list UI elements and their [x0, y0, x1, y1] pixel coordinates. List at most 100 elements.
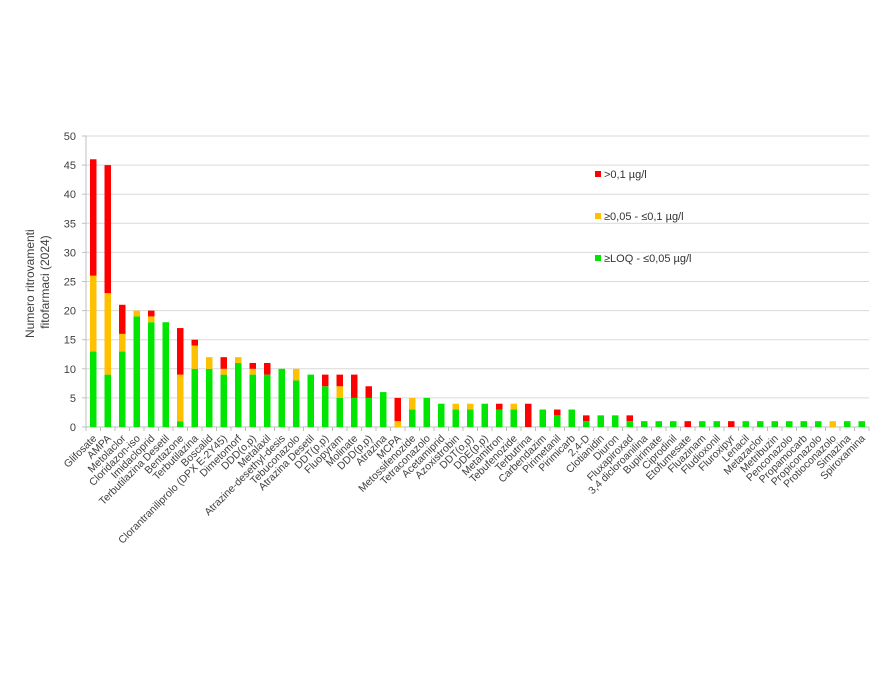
bar-segment — [409, 397, 416, 410]
bar-stack — [510, 403, 517, 427]
bar-stack — [583, 415, 590, 427]
bar-segment — [452, 403, 459, 410]
bar-segment — [829, 421, 836, 427]
bar-segment — [119, 351, 126, 427]
bar-segment — [858, 421, 865, 427]
y-tick-label: 35 — [64, 218, 76, 230]
legend-item: >0,1 µg/l — [595, 169, 647, 181]
bar-stack — [351, 374, 358, 427]
bar-stack — [177, 328, 184, 427]
bar-segment — [597, 415, 604, 427]
bar-segment — [278, 368, 285, 427]
bar-stack — [699, 421, 706, 427]
bar-stack — [365, 386, 372, 427]
bar-segment — [742, 421, 749, 427]
bar-segment — [844, 421, 851, 427]
bar-segment — [177, 421, 184, 427]
bar-stack — [293, 368, 300, 427]
bar-stack — [612, 415, 619, 427]
bar-stack — [771, 421, 778, 427]
bar-stack — [322, 374, 329, 427]
bar-segment — [380, 392, 387, 427]
bar-segment — [220, 374, 227, 427]
legend-swatch — [595, 255, 601, 261]
bar-stack — [800, 421, 807, 427]
bar-stack — [336, 374, 343, 427]
bar-segment — [641, 421, 648, 427]
bar-stack — [148, 310, 155, 427]
bar-segment — [220, 368, 227, 375]
gridlines — [86, 135, 869, 399]
bar-segment — [815, 421, 822, 427]
bar-segment — [757, 421, 764, 427]
bar-segment — [539, 409, 546, 427]
bar-stack — [713, 421, 720, 427]
bar-segment — [655, 421, 662, 427]
bar-segment — [191, 368, 198, 427]
bar-stack — [641, 421, 648, 427]
bar-stack — [380, 392, 387, 427]
bar-stack — [742, 421, 749, 427]
y-axis-ticks: 0 5 10 15 20 25 30 35 40 45 50 — [64, 131, 86, 434]
bar-segment — [612, 415, 619, 427]
bar-stack — [467, 403, 474, 427]
bar-stack — [786, 421, 793, 427]
bar-stack — [133, 310, 140, 427]
bar-segment — [133, 310, 140, 317]
bar-segment — [90, 275, 97, 352]
bar-segment — [119, 304, 126, 334]
bar-stack — [90, 159, 97, 427]
bar-segment — [351, 397, 358, 427]
bar-stack — [220, 357, 227, 427]
bar-segment — [90, 351, 97, 427]
bar-segment — [771, 421, 778, 427]
bar-stack — [104, 165, 111, 427]
bar-stack — [307, 374, 314, 427]
bar-segment — [365, 397, 372, 427]
bar-segment — [191, 339, 198, 346]
bar-segment — [235, 357, 242, 363]
bar-segment — [104, 165, 111, 294]
y-tick-label: 10 — [64, 364, 76, 376]
bar-segment — [206, 368, 213, 427]
bar-segment — [90, 159, 97, 276]
bar-segment — [351, 374, 358, 398]
bar-segment — [191, 345, 198, 369]
bar-segment — [438, 403, 445, 427]
x-axis-labels: GlifosateAMPAMetolaclorCloridazon-isoImi… — [62, 432, 868, 546]
bar-stack — [409, 397, 416, 427]
bar-segment — [365, 386, 372, 398]
bar-segment — [467, 409, 474, 427]
bar-stack — [539, 409, 546, 427]
bar-stack — [249, 362, 256, 427]
bar-stack — [162, 322, 169, 427]
bar-segment — [307, 374, 314, 427]
legend-label: >0,1 µg/l — [604, 169, 647, 181]
bar-segment — [684, 421, 691, 427]
y-tick-label: 25 — [64, 277, 76, 289]
bar-segment — [786, 421, 793, 427]
bar-stack — [829, 421, 836, 427]
y-tick-label: 45 — [64, 160, 76, 172]
bar-segment — [249, 362, 256, 369]
bar-segment — [496, 403, 503, 410]
bar-segment — [409, 409, 416, 427]
bar-segment — [293, 380, 300, 427]
y-tick-label: 40 — [64, 189, 76, 201]
bar-stack — [858, 421, 865, 427]
bar-segment — [148, 310, 155, 317]
bar-segment — [510, 409, 517, 427]
bars — [90, 159, 865, 427]
bar-stack — [655, 421, 662, 427]
legend-swatch — [595, 171, 601, 177]
bar-segment — [148, 316, 155, 323]
legend: >0,1 µg/l ≥0,05 - ≤0,1 µg/l ≥LOQ - ≤0,05 µ… — [595, 169, 692, 265]
legend-item: ≥0,05 - ≤0,1 µg/l — [595, 211, 684, 223]
bar-stack — [264, 362, 271, 427]
legend-swatch — [595, 213, 601, 219]
bar-segment — [133, 316, 140, 427]
bar-segment — [177, 328, 184, 375]
bar-segment — [481, 403, 488, 427]
y-tick-label: 50 — [64, 131, 76, 143]
